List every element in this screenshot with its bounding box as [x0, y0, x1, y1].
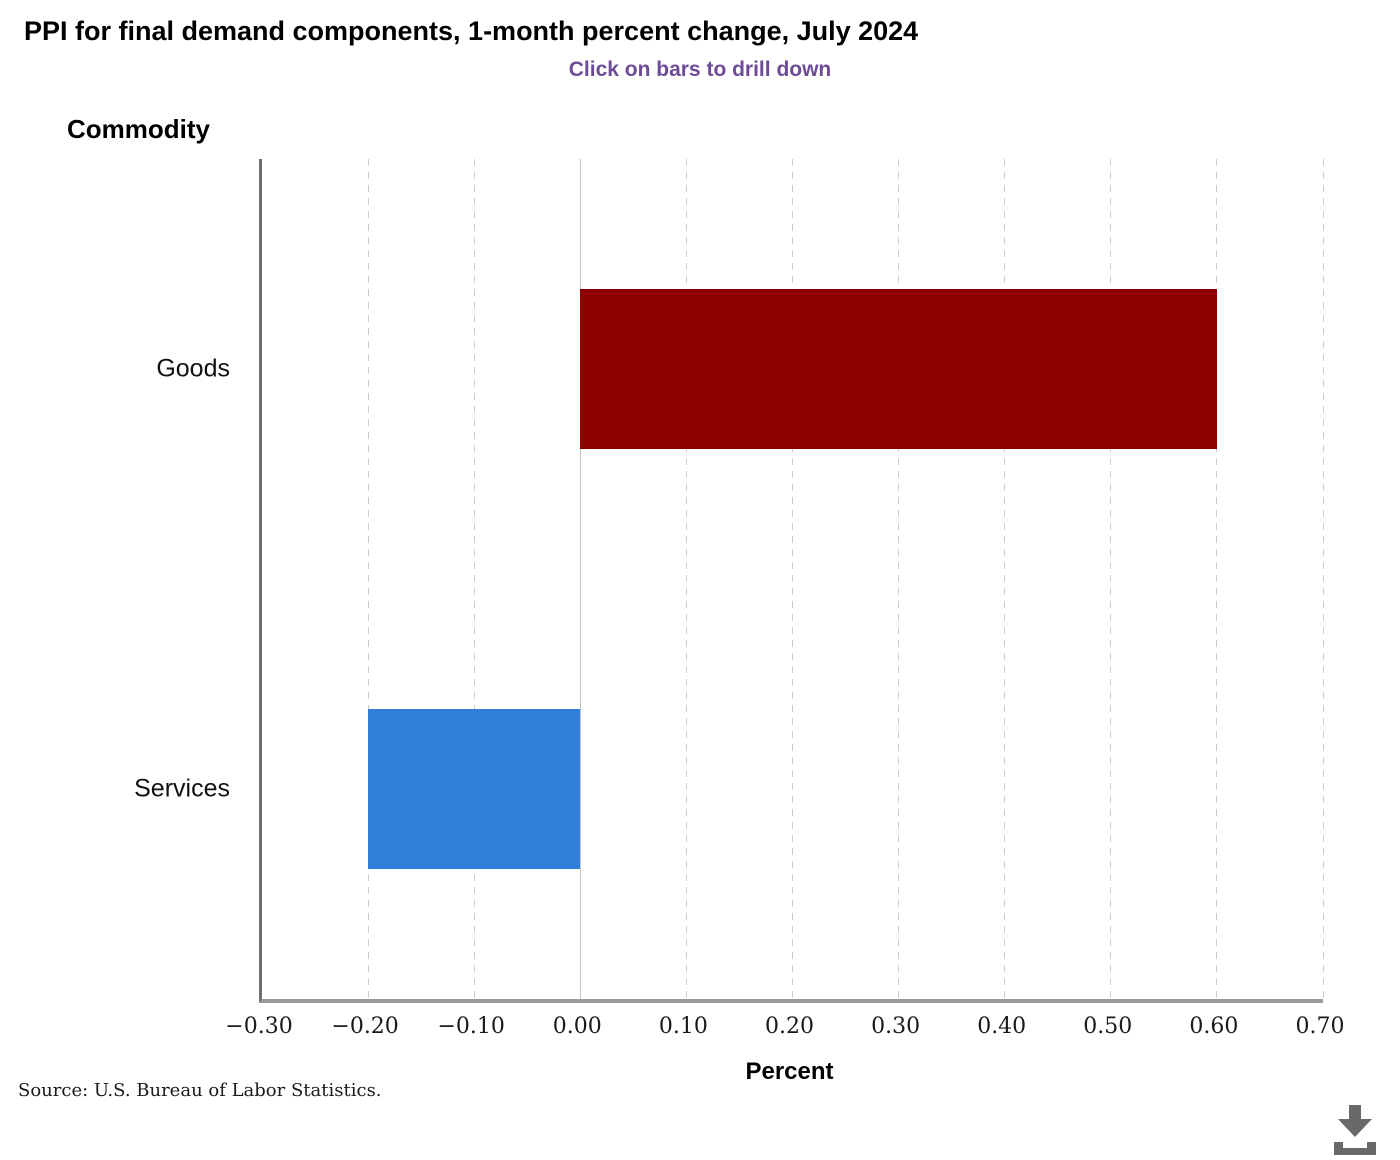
- download-icon: [1334, 1105, 1376, 1155]
- x-tick-label: 0.40: [977, 1014, 1027, 1039]
- gridline: [1216, 159, 1218, 999]
- zero-line: [579, 159, 581, 999]
- x-tick-label: 0.50: [1083, 1014, 1133, 1039]
- x-tick-label: −0.10: [437, 1014, 505, 1039]
- x-tick-label: 0.10: [658, 1014, 708, 1039]
- plot-area: [259, 159, 1324, 1003]
- gridline: [1322, 159, 1324, 999]
- x-tick-label: 0.70: [1295, 1014, 1345, 1039]
- category-label-goods: Goods: [156, 354, 230, 383]
- x-tick-label: 0.20: [765, 1014, 814, 1039]
- chart-title: PPI for final demand components, 1-month…: [24, 16, 919, 46]
- x-tick-label: 0.00: [552, 1014, 602, 1039]
- source-note: Source: U.S. Bureau of Labor Statistics.: [18, 1080, 382, 1101]
- gridline: [1110, 159, 1112, 999]
- gridline: [473, 159, 475, 999]
- gridline: [792, 159, 793, 999]
- y-axis-title: Commodity: [67, 114, 210, 144]
- chart-subtitle: Click on bars to drill down: [568, 58, 832, 81]
- gridline: [898, 159, 900, 999]
- x-tick-label: 0.30: [871, 1014, 921, 1039]
- x-tick-label: −0.20: [331, 1014, 399, 1039]
- bar-goods[interactable]: [580, 289, 1217, 449]
- x-tick-label: 0.60: [1189, 1014, 1239, 1039]
- x-tick-label: −0.30: [225, 1014, 293, 1039]
- x-axis-title: Percent: [745, 1058, 834, 1085]
- download-button[interactable]: [1331, 1104, 1379, 1156]
- gridline: [367, 159, 369, 999]
- x-axis-ticks: −0.30 −0.20 −0.10 0.00 0.10 0.20 0.30 0.40 0.50 0…: [225, 1014, 1344, 1048]
- gridline: [685, 159, 687, 999]
- gridline: [1004, 159, 1006, 999]
- bar-services[interactable]: [368, 709, 581, 869]
- category-label-services: Services: [134, 774, 230, 803]
